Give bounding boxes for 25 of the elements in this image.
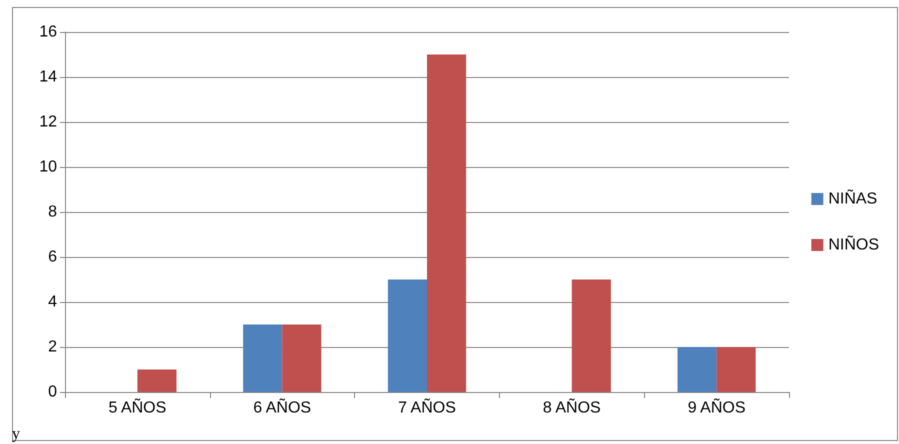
bar (716, 347, 756, 392)
x-tick-label: 5 AÑOS (108, 398, 166, 416)
y-tick-label: 16 (39, 24, 58, 40)
y-tick-label: 8 (48, 204, 58, 220)
y-tick-label: 0 (48, 384, 58, 400)
bar (572, 280, 611, 392)
bar (137, 370, 176, 392)
x-tick-label: 7 AÑOS (398, 398, 456, 416)
y-tick-label: 14 (39, 68, 58, 86)
x-tick-label: 6 AÑOS (253, 398, 312, 416)
y-tick-label: 2 (48, 338, 58, 356)
bar (678, 347, 717, 392)
y-tick-label: 12 (39, 114, 58, 130)
bar (388, 280, 427, 392)
bar (282, 324, 322, 392)
y-tick-label: 6 (48, 248, 58, 266)
x-tick-label: 9 AÑOS (688, 398, 746, 416)
text: y (12, 426, 20, 442)
x-tick-label: 8 AÑOS (542, 398, 601, 416)
y-tick-label: 4 (48, 294, 58, 310)
bar (427, 54, 466, 392)
y-tick-label: 10 (39, 158, 58, 176)
legend-label: NIÑAS (828, 188, 878, 208)
bar (243, 324, 282, 392)
legend-label: NIÑOS (828, 234, 879, 254)
